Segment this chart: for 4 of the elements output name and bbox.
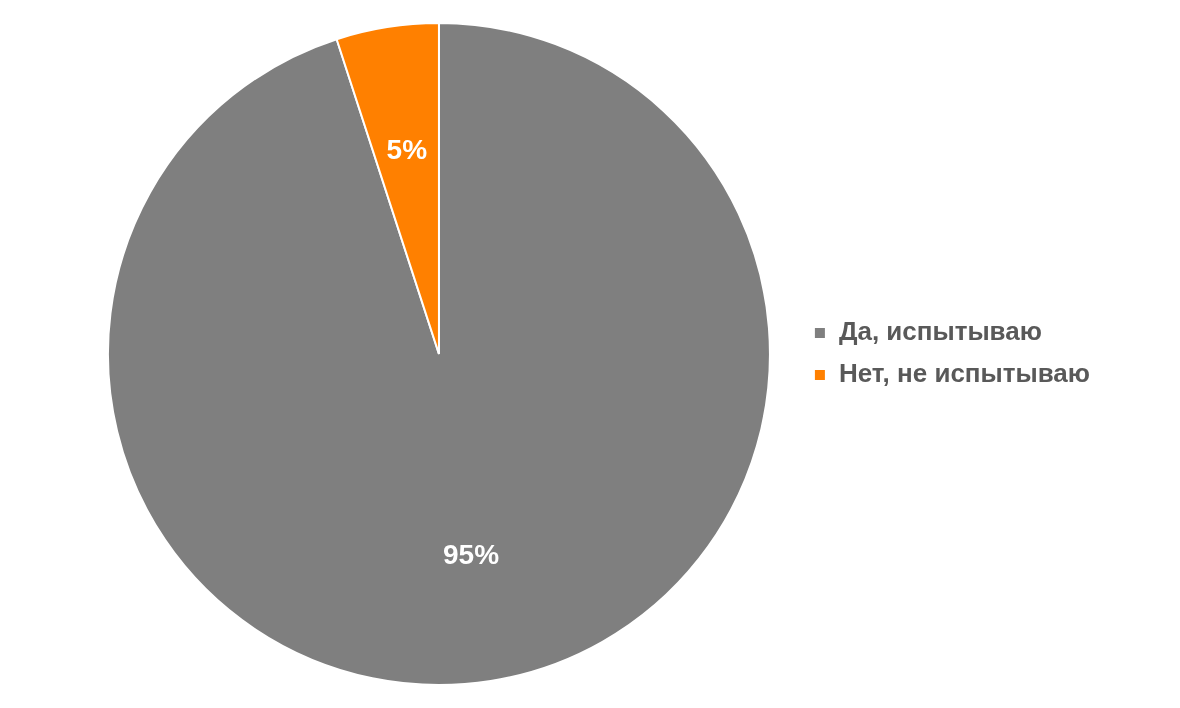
data-label: 95%	[443, 539, 500, 571]
data-label: 5%	[386, 134, 428, 166]
legend-label: Да, испытываю	[838, 316, 1042, 347]
legend-label: Нет, не испытываю	[838, 358, 1091, 389]
